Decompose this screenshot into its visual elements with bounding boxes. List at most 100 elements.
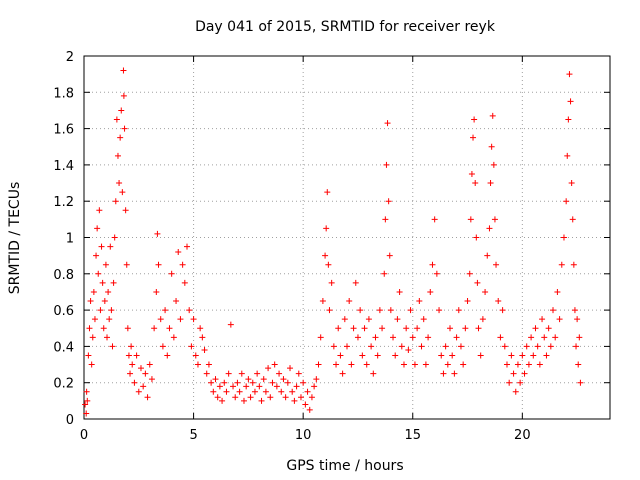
x-tick-label: 10 (295, 428, 312, 443)
data-point (82, 401, 89, 408)
data-point (495, 298, 502, 305)
data-point (425, 334, 432, 341)
data-point (258, 397, 265, 404)
data-point (175, 249, 182, 256)
data-point (116, 180, 123, 187)
data-point (153, 288, 160, 295)
x-tick-label: 0 (80, 428, 88, 443)
y-tick-label: 0.4 (53, 340, 74, 355)
data-point (344, 343, 350, 350)
data-point (120, 67, 127, 74)
data-point (447, 325, 454, 332)
data-point (87, 298, 94, 305)
data-point (110, 279, 117, 286)
data-point (120, 92, 127, 99)
data-point (328, 279, 335, 286)
y-tick-label: 1.8 (53, 86, 74, 101)
data-point (442, 343, 449, 350)
data-point (308, 394, 315, 401)
data-point (142, 370, 149, 377)
data-point (574, 316, 581, 323)
data-point (265, 365, 272, 372)
data-point (566, 71, 573, 78)
data-point (238, 370, 245, 377)
data-point (154, 230, 161, 237)
data-point (151, 325, 158, 332)
data-point (247, 394, 254, 401)
data-point (203, 370, 210, 377)
data-point (359, 352, 366, 359)
data-point (486, 225, 493, 232)
data-point (315, 361, 322, 368)
data-point (317, 334, 324, 341)
data-point (539, 316, 546, 323)
data-point (489, 112, 496, 119)
y-tick-label: 0 (66, 413, 74, 428)
data-point (558, 261, 565, 268)
data-point (530, 352, 537, 359)
y-tick-label: 0.2 (53, 377, 74, 392)
data-point (521, 370, 528, 377)
data-point (210, 388, 217, 395)
data-point (85, 352, 92, 359)
data-point (545, 325, 552, 332)
data-point (409, 334, 416, 341)
data-point (271, 361, 278, 368)
data-point (400, 361, 407, 368)
y-tick-label: 2 (66, 50, 74, 65)
data-point (363, 361, 370, 368)
data-point (243, 383, 250, 390)
data-point (190, 316, 197, 323)
data-point (512, 388, 519, 395)
data-point (284, 379, 291, 386)
data-point (372, 334, 379, 341)
data-point (433, 270, 440, 277)
data-point (427, 288, 434, 295)
data-point (155, 261, 162, 268)
data-point (84, 397, 91, 404)
data-point (227, 321, 234, 328)
data-point (100, 325, 107, 332)
data-point (108, 307, 115, 314)
data-point (576, 334, 583, 341)
data-point (177, 316, 184, 323)
data-point (440, 370, 447, 377)
data-point (304, 388, 311, 395)
data-point (162, 307, 169, 314)
data-point (376, 307, 383, 314)
data-point (569, 216, 576, 223)
data-point (387, 307, 394, 314)
data-point (135, 388, 142, 395)
data-point (464, 298, 471, 305)
data-point (289, 388, 296, 395)
data-point (117, 134, 124, 141)
data-point (95, 270, 102, 277)
data-point (287, 365, 294, 372)
data-point (414, 325, 421, 332)
data-point (541, 334, 548, 341)
data-point (460, 361, 467, 368)
axis-ticks (83, 55, 610, 420)
data-point (221, 379, 228, 386)
data-point (361, 325, 368, 332)
data-point (157, 316, 164, 323)
data-point (302, 401, 309, 408)
data-point (453, 334, 460, 341)
data-point (552, 334, 559, 341)
data-point (107, 243, 114, 250)
data-point (276, 370, 283, 377)
x-tick-label: 20 (514, 428, 531, 443)
data-point (357, 307, 364, 314)
data-point (550, 307, 557, 314)
data-point (164, 352, 171, 359)
y-tick-label: 1 (66, 232, 74, 247)
data-point (94, 225, 101, 232)
data-point (109, 343, 116, 350)
data-point (422, 361, 429, 368)
data-point (181, 279, 188, 286)
data-point (114, 152, 121, 159)
data-point (394, 316, 401, 323)
data-point (501, 343, 508, 350)
data-point (532, 325, 539, 332)
data-point (144, 394, 151, 401)
